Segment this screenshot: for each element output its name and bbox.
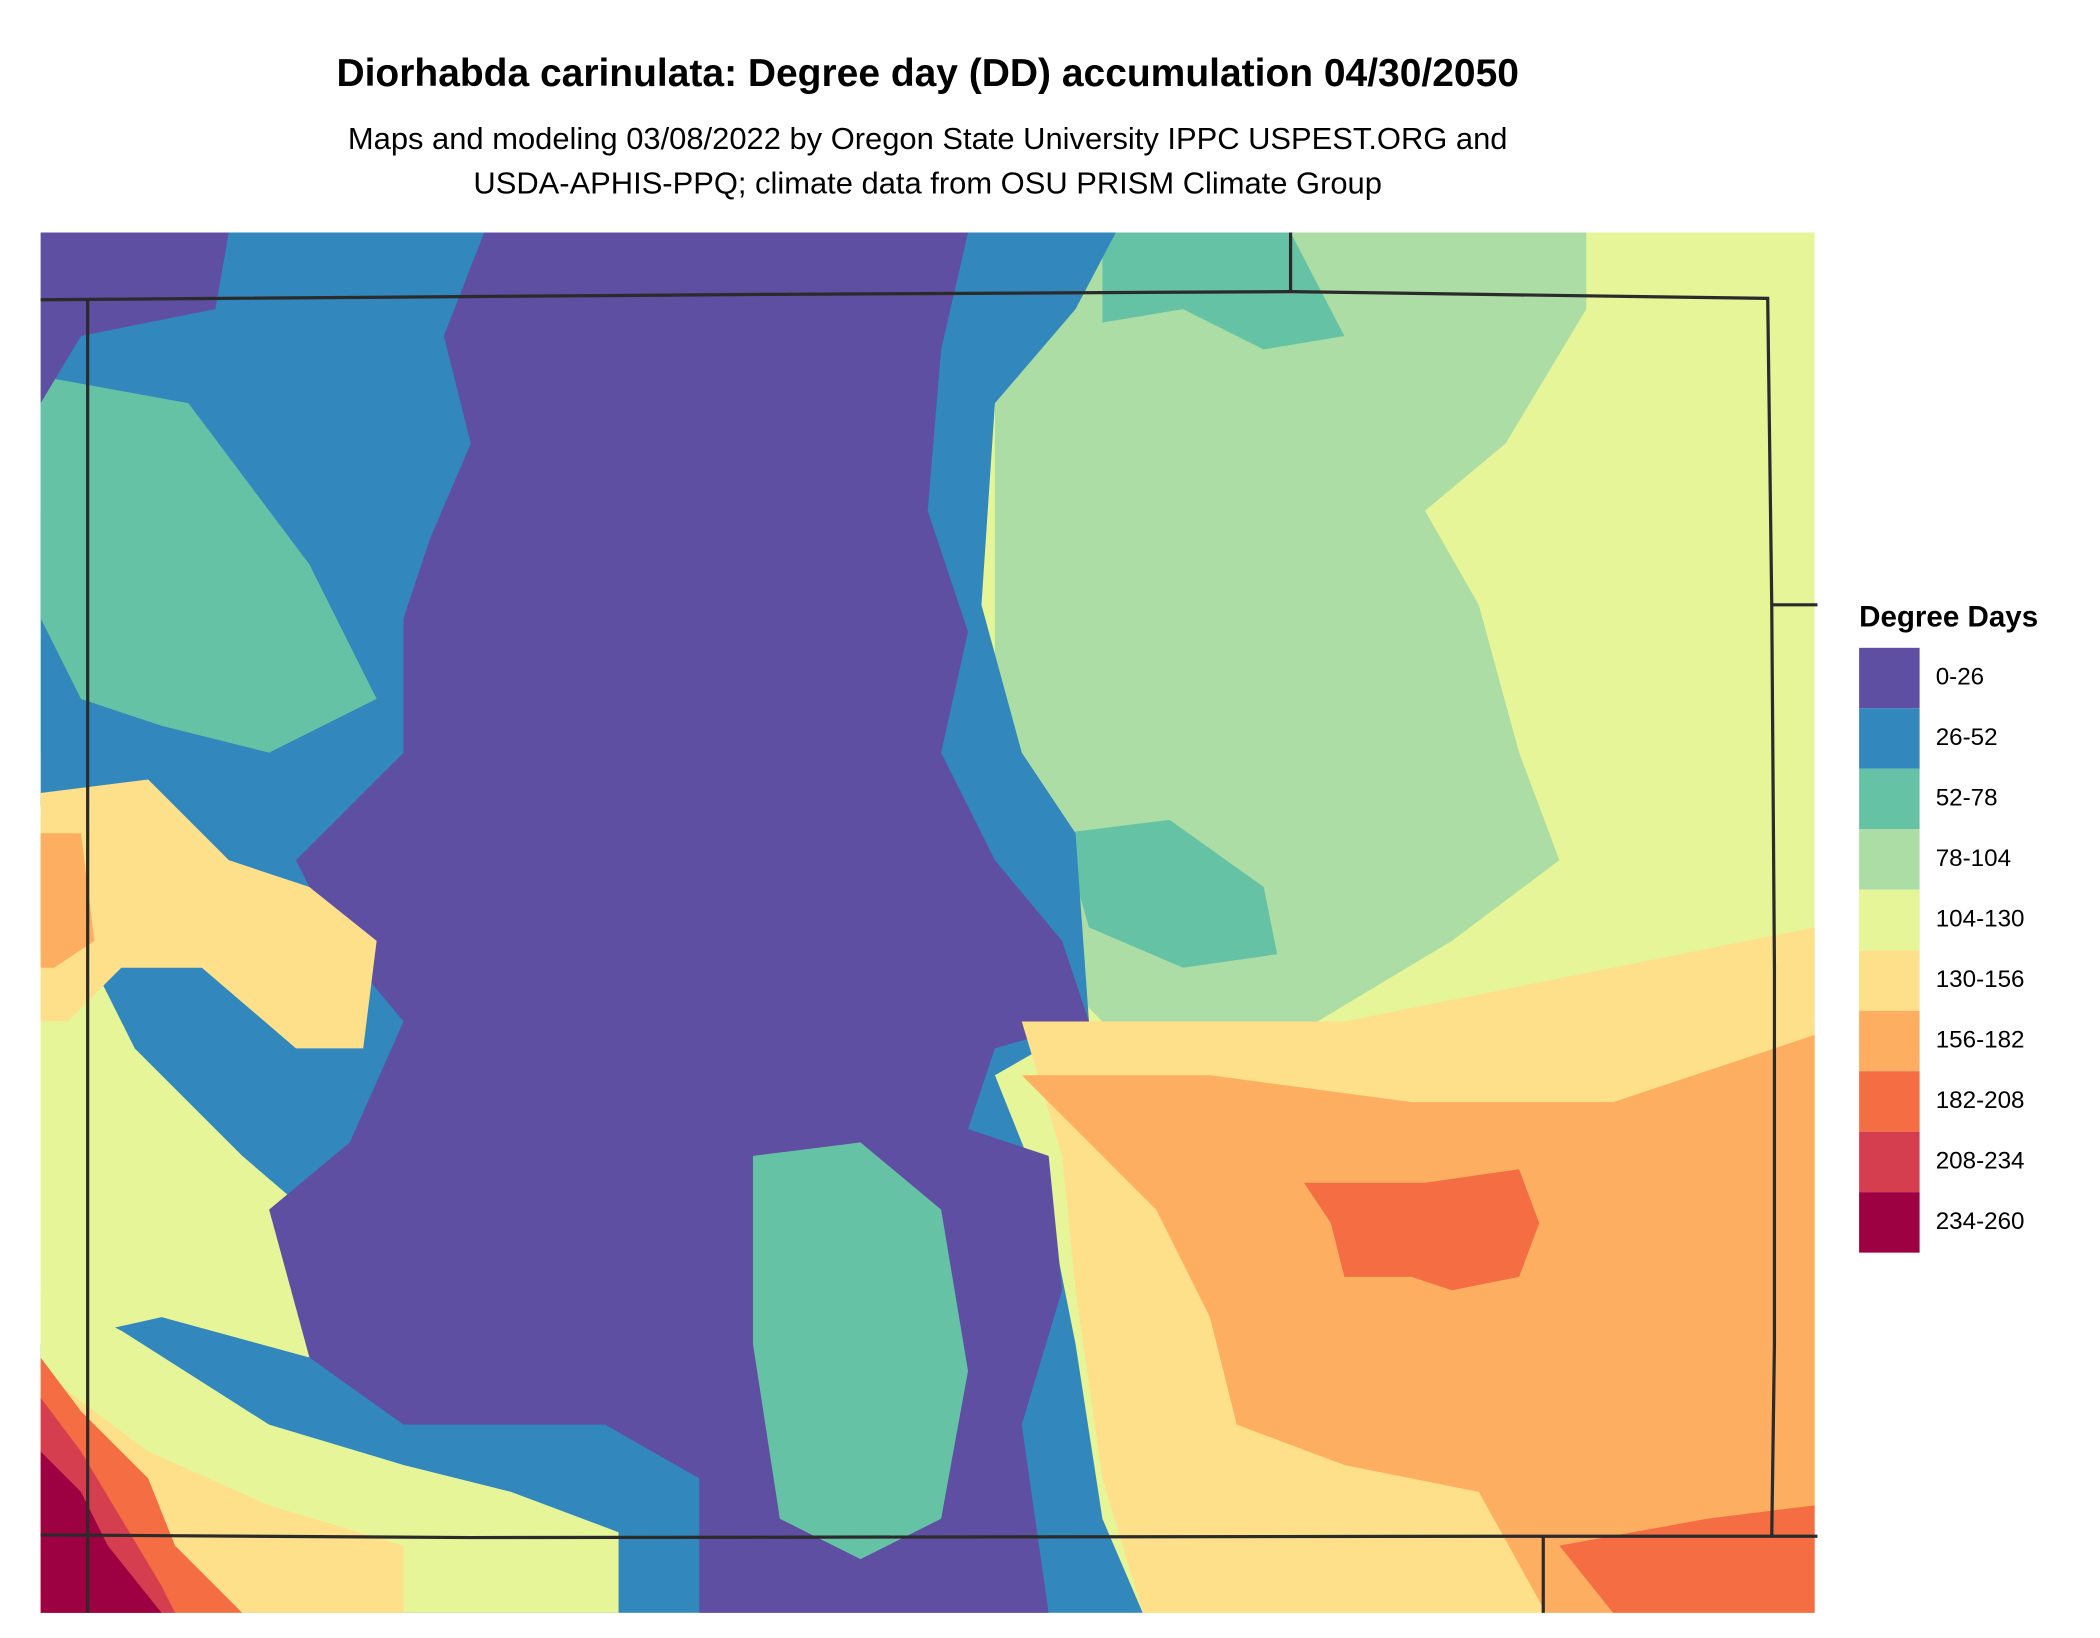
legend-label: 26-52 xyxy=(1936,724,1998,751)
legend-label: 208-234 xyxy=(1936,1147,2025,1174)
legend-swatch xyxy=(1859,1010,1920,1072)
legend-swatch xyxy=(1859,647,1920,709)
legend-label: 130-156 xyxy=(1936,966,2025,993)
legend-swatch xyxy=(1859,950,1920,1011)
legend-swatch xyxy=(1859,1131,1920,1193)
map-subtitle: USDA-APHIS-PPQ; climate data from OSU PR… xyxy=(473,166,1382,201)
legend-label: 0-26 xyxy=(1936,663,1984,690)
legend-label: 182-208 xyxy=(1936,1087,2025,1114)
legend-label: 52-78 xyxy=(1936,784,1998,811)
legend-label: 78-104 xyxy=(1936,845,2011,872)
legend-swatch xyxy=(1859,829,1920,890)
legend-title: Degree Days xyxy=(1859,600,2038,633)
legend-label: 104-130 xyxy=(1936,905,2025,932)
legend-swatch xyxy=(1859,768,1920,830)
map-title: Diorhabda carinulata: Degree day (DD) ac… xyxy=(336,52,1518,95)
legend-label: 156-182 xyxy=(1936,1026,2025,1053)
legend-swatch xyxy=(1859,1192,1920,1253)
legend: Degree Days 0-26 26-52 52-78 78-104 104-130 1… xyxy=(1859,600,2038,1253)
raster-map xyxy=(40,232,1815,1613)
legend-swatch xyxy=(1859,708,1920,769)
legend-swatch xyxy=(1859,889,1920,951)
map-subtitle: Maps and modeling 03/08/2022 by Oregon S… xyxy=(348,121,1508,156)
legend-label: 234-260 xyxy=(1936,1208,2025,1235)
state-borders xyxy=(40,232,1818,1613)
legend-swatch xyxy=(1859,1071,1920,1132)
